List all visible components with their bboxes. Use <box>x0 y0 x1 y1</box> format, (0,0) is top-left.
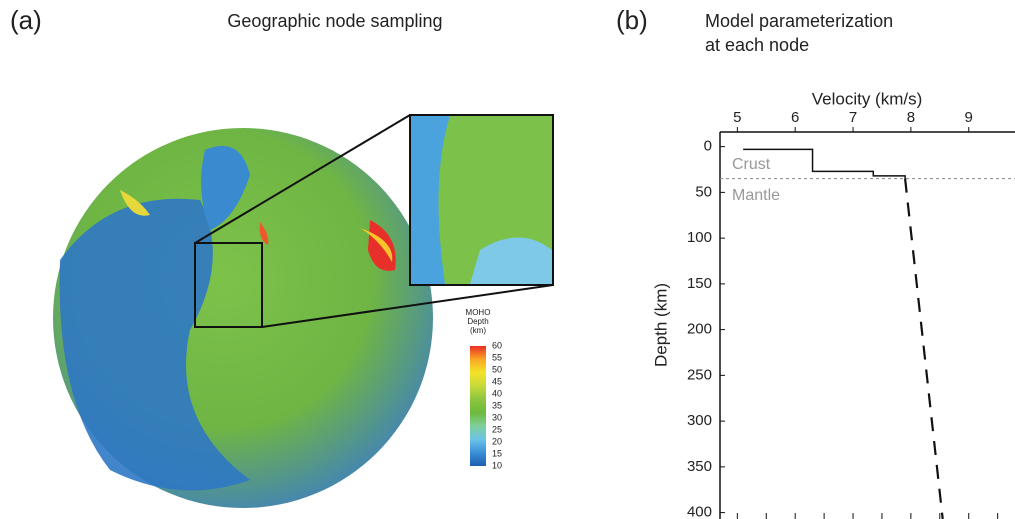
colorbar-tick-label: 35 <box>492 400 502 410</box>
colorbar-title: Depth <box>467 317 488 326</box>
colorbar-tick-label: 55 <box>492 352 502 362</box>
colorbar-title: (km) <box>470 326 486 335</box>
x-tick-label: 6 <box>791 109 799 126</box>
x-axis-label: Velocity (km/s) <box>812 89 923 108</box>
panel-title: Geographic node sampling <box>227 11 442 31</box>
colorbar <box>470 346 486 466</box>
annotation: Crust <box>732 156 771 173</box>
series-line <box>743 148 906 179</box>
x-tick-label: 8 <box>907 109 915 126</box>
y-tick-label: 100 <box>687 229 712 246</box>
y-tick-label: 400 <box>687 504 712 519</box>
colorbar-tick-label: 10 <box>492 460 502 470</box>
x-tick-label: 9 <box>965 109 973 126</box>
colorbar-tick-label: 40 <box>492 388 502 398</box>
colorbar-tick-label: 20 <box>492 436 502 446</box>
y-tick-label: 350 <box>687 458 712 475</box>
panel-label: (b) <box>616 5 648 35</box>
y-tick-label: 200 <box>687 321 712 338</box>
colorbar-tick-label: 50 <box>492 364 502 374</box>
y-tick-label: 250 <box>687 366 712 383</box>
y-tick-label: 150 <box>687 275 712 292</box>
x-tick-label: 7 <box>849 109 857 126</box>
x-tick-label: 5 <box>733 109 741 126</box>
series-line <box>904 178 944 519</box>
colorbar-tick-label: 45 <box>492 376 502 386</box>
y-tick-label: 300 <box>687 412 712 429</box>
y-tick-label: 0 <box>704 138 712 155</box>
colorbar-title: MOHO <box>466 308 491 317</box>
colorbar-tick-label: 25 <box>492 424 502 434</box>
chart-title: at each node <box>705 35 809 55</box>
colorbar-tick-label: 30 <box>492 412 502 422</box>
colorbar-tick-label: 15 <box>492 448 502 458</box>
colorbar-tick-label: 60 <box>492 340 502 350</box>
panel-label: (a) <box>10 5 42 35</box>
y-axis-label: Depth (km) <box>651 283 670 367</box>
y-tick-label: 50 <box>695 183 712 200</box>
globe <box>53 114 554 508</box>
chart-title: Model parameterization <box>705 11 893 31</box>
annotation: Mantle <box>732 187 780 204</box>
